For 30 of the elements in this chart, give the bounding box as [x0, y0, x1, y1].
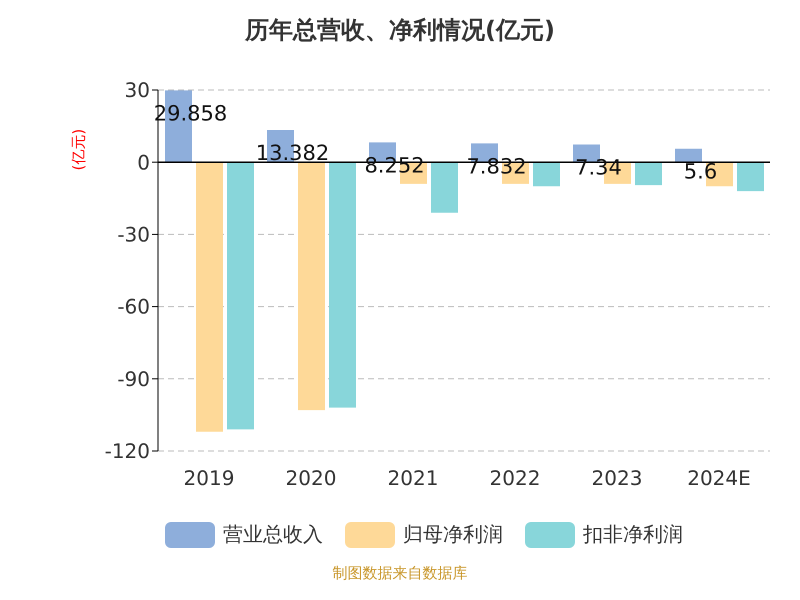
- y-tick-label: -120: [104, 439, 150, 464]
- bar: [329, 162, 356, 408]
- x-tick-label: 2022: [490, 466, 540, 490]
- x-tick-label: 2024E: [687, 466, 751, 490]
- data-label: 5.6: [684, 160, 718, 184]
- y-tick-label: 30: [124, 78, 150, 102]
- bar: [533, 162, 560, 186]
- bar: [227, 162, 254, 430]
- bar: [196, 162, 223, 432]
- y-tick-label: -60: [117, 294, 150, 319]
- bar: [298, 162, 325, 410]
- data-label: 7.34: [575, 156, 622, 180]
- chart-title: 历年总营收、净利情况(亿元): [244, 15, 556, 46]
- x-tick-label: 2021: [388, 466, 438, 490]
- bar: [431, 162, 458, 213]
- x-tick-label: 2023: [592, 466, 642, 490]
- legend-label: 扣非净利润: [583, 521, 683, 548]
- bar: [635, 162, 662, 186]
- bar: [737, 162, 764, 192]
- legend-label: 营业总收入: [223, 521, 323, 548]
- y-tick-label: -30: [117, 222, 150, 246]
- x-tick-label: 2020: [286, 466, 336, 490]
- text: 制图数据来自数据库: [332, 564, 468, 583]
- y-tick-label: 0: [137, 150, 150, 174]
- bar: [675, 148, 702, 162]
- y-axis-title: (亿元): [69, 128, 88, 170]
- legend-label: 归母净利润: [403, 521, 503, 548]
- x-tick-label: 2019: [184, 466, 234, 490]
- data-label: 13.382: [256, 140, 330, 165]
- y-tick-label: -90: [117, 366, 150, 391]
